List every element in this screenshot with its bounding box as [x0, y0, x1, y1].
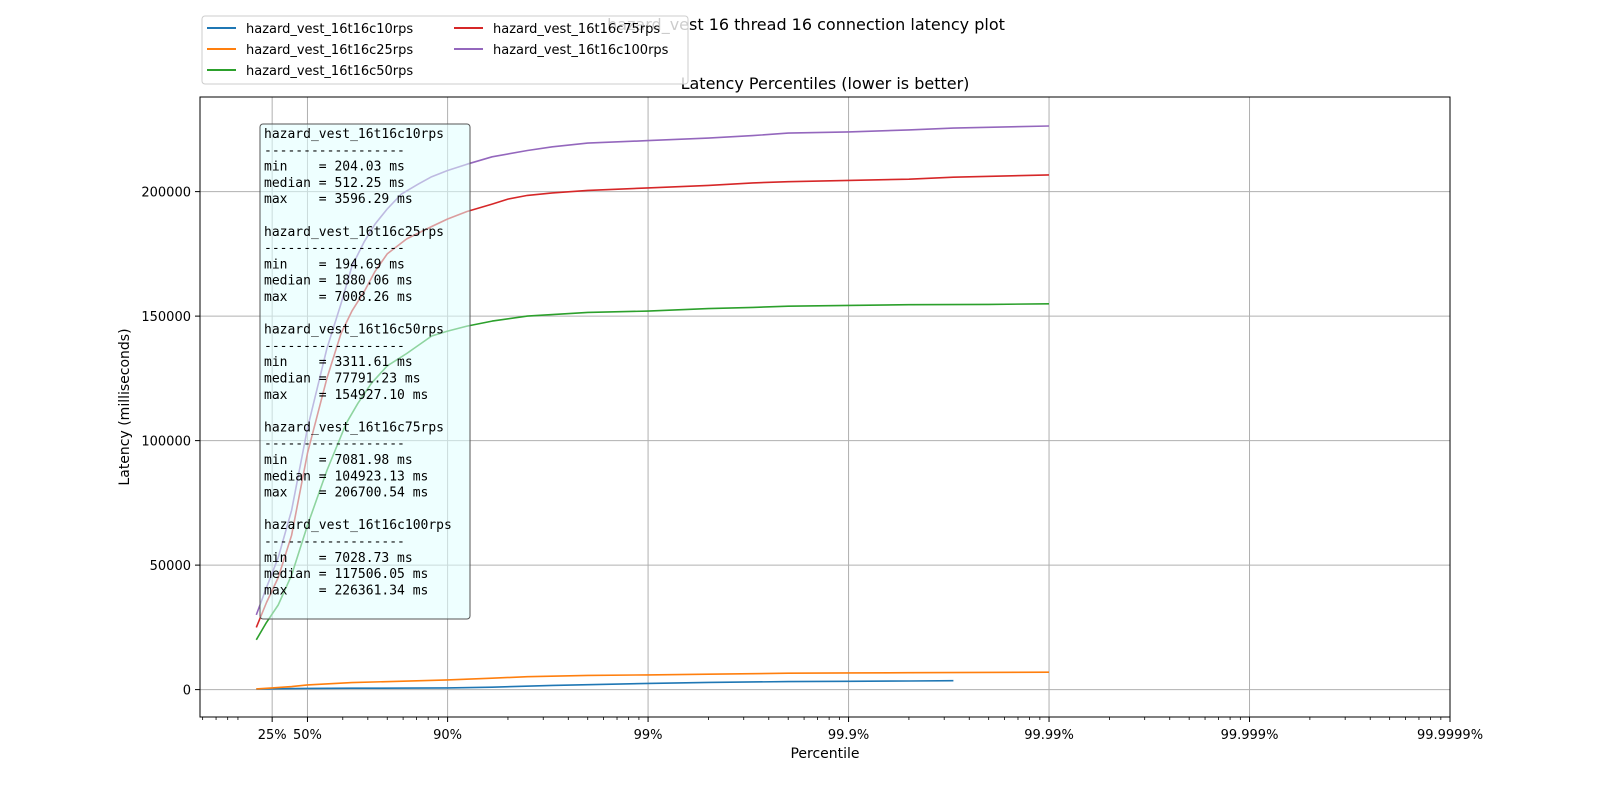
y-axis-label: Latency (milliseconds) — [117, 328, 133, 485]
stats-max: max = 7008.26 ms — [264, 290, 413, 305]
legend-label: hazard_vest_16t16c100rps — [493, 43, 669, 58]
series-line — [256, 679, 954, 690]
stats-divider: ------------------ — [264, 535, 405, 550]
stats-series-name: hazard_vest_16t16c100rps — [264, 518, 452, 533]
x-axis-label: Percentile — [790, 746, 859, 762]
y-tick-label: 0 — [183, 684, 191, 699]
stats-median: median = 512.25 ms — [264, 176, 405, 191]
stats-divider: ------------------ — [264, 241, 405, 256]
stats-max: max = 154927.10 ms — [264, 388, 428, 403]
stats-min: min = 3311.61 ms — [264, 355, 413, 370]
y-ticks: 0 50000 100000 150000 200000 — [141, 186, 200, 699]
stats-max: max = 206700.54 ms — [264, 486, 428, 501]
legend: hazard_vest_16t16c10rps hazard_vest_16t16… — [201, 15, 689, 85]
stats-text: hazard_vest_16t16c10rps-----------------… — [264, 127, 452, 598]
x-ticks: 25% 50% 90% 99% 99.9% 99.99% 99.999% 99.9999% — [202, 717, 1483, 743]
legend-frame — [201, 15, 689, 85]
x-tick-label: 99.9999% — [1417, 728, 1483, 743]
stats-median: median = 104923.13 ms — [264, 469, 428, 484]
stats-min: min = 7081.98 ms — [264, 453, 413, 468]
x-tick-label: 50% — [293, 728, 322, 743]
y-tick-label: 200000 — [141, 186, 191, 201]
legend-label: hazard_vest_16t16c75rps — [493, 22, 660, 37]
legend-label: hazard_vest_16t16c50rps — [246, 64, 413, 79]
chart-suptitle: hazard_vest 16 thread 16 connection late… — [607, 15, 1005, 35]
x-tick-label: 25% — [258, 728, 287, 743]
stats-series-name: hazard_vest_16t16c25rps — [264, 225, 444, 240]
stats-divider: ------------------ — [264, 437, 405, 452]
stats-median: median = 1880.06 ms — [264, 274, 413, 289]
chart-title: Latency Percentiles (lower is better) — [681, 74, 970, 93]
stats-divider: ------------------ — [264, 143, 405, 158]
stats-max: max = 3596.29 ms — [264, 192, 413, 207]
stats-divider: ------------------ — [264, 339, 405, 354]
y-tick-label: 150000 — [141, 310, 191, 325]
plot-frame — [199, 96, 1451, 718]
stats-median: median = 117506.05 ms — [264, 567, 428, 582]
legend-items: hazard_vest_16t16c10rps hazard_vest_16t16… — [207, 22, 669, 79]
stats-min: min = 204.03 ms — [264, 160, 405, 175]
x-tick-label: 90% — [433, 728, 462, 743]
stats-box: hazard_vest_16t16c10rps-----------------… — [259, 123, 471, 620]
x-tick-label: 99.999% — [1221, 728, 1279, 743]
stats-box-background — [259, 123, 471, 620]
x-tick-label: 99.9% — [828, 728, 869, 743]
series-line — [256, 671, 1050, 690]
x-tick-label: 99% — [634, 728, 663, 743]
legend-label: hazard_vest_16t16c25rps — [246, 43, 413, 58]
legend-label: hazard_vest_16t16c10rps — [246, 22, 413, 37]
stats-min: min = 7028.73 ms — [264, 551, 413, 566]
y-tick-label: 50000 — [150, 559, 191, 574]
stats-max: max = 226361.34 ms — [264, 583, 428, 598]
x-tick-label: 99.99% — [1024, 728, 1074, 743]
y-tick-label: 100000 — [141, 435, 191, 450]
stats-min: min = 194.69 ms — [264, 257, 405, 272]
stats-median: median = 77791.23 ms — [264, 372, 421, 387]
stats-series-name: hazard_vest_16t16c10rps — [264, 127, 444, 142]
stats-series-name: hazard_vest_16t16c50rps — [264, 323, 444, 338]
stats-series-name: hazard_vest_16t16c75rps — [264, 420, 444, 435]
axes — [199, 96, 1451, 718]
